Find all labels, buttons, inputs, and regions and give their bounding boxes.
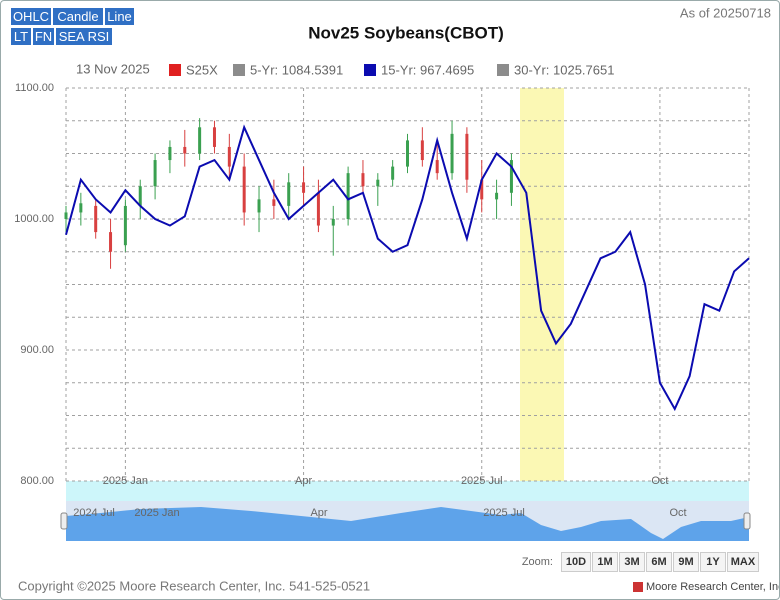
brand: Moore Research Center, Inc. <box>646 581 779 593</box>
candle-body <box>79 203 83 213</box>
zoom-button[interactable]: 1Y <box>700 552 726 572</box>
candle-body <box>406 140 409 167</box>
x-tick-label: 2025 Jan <box>103 475 148 487</box>
legend-label: 15-Yr: 967.4695 <box>381 62 474 77</box>
study-button[interactable]: LT <box>11 28 31 45</box>
navigator-label: 2025 Jan <box>134 507 179 519</box>
study-button[interactable]: SEA RSI <box>56 28 112 45</box>
candle-body <box>316 192 320 226</box>
candle-body <box>168 146 172 161</box>
zoom-button[interactable]: 6M <box>646 552 672 572</box>
y-tick-label: 900.00 <box>20 344 54 356</box>
navigator-label: 2025 Jul <box>483 507 525 519</box>
candle-body <box>272 199 276 206</box>
zoom-button[interactable]: 3M <box>619 552 645 572</box>
candle-body <box>64 212 68 219</box>
brand-logo <box>633 582 643 592</box>
candle-body <box>450 133 454 174</box>
candle-body <box>361 173 365 187</box>
zoom-button[interactable]: 9M <box>673 552 699 572</box>
navigator-handle[interactable] <box>60 512 68 530</box>
zoom-button[interactable]: MAX <box>727 552 759 572</box>
legend-swatch <box>497 64 509 76</box>
navigator-handle[interactable] <box>743 512 751 530</box>
candle-body <box>435 160 439 174</box>
zoom-label: Zoom: <box>522 556 553 568</box>
legend-swatch <box>169 64 181 76</box>
candle-body <box>109 232 113 252</box>
as-of: As of 20250718 <box>680 5 771 20</box>
legend-swatch <box>233 64 245 76</box>
legend-label: 30-Yr: 1025.7651 <box>514 62 614 77</box>
navigator-label: Oct <box>669 507 686 519</box>
line <box>65 124 750 412</box>
candle-body <box>480 179 484 200</box>
navigator-label: 2024 Jul <box>73 507 115 519</box>
candle-body <box>212 127 216 147</box>
candle-body <box>465 133 469 180</box>
candle-body <box>198 127 202 154</box>
view-button[interactable]: Line <box>105 8 134 25</box>
x-band <box>66 481 749 501</box>
candle-body <box>376 179 380 187</box>
candle-body <box>257 199 261 213</box>
copyright: Copyright ©2025 Moore Research Center, I… <box>18 578 370 593</box>
legend-date: 13 Nov 2025 <box>76 61 150 76</box>
candle-body <box>227 146 231 167</box>
candle-body <box>138 186 142 206</box>
y-tick-label: 1100.00 <box>15 82 54 94</box>
candle-body <box>153 160 157 187</box>
navigator-area <box>66 507 749 541</box>
candle-body <box>509 160 513 193</box>
y-tick-label: 1000.00 <box>14 213 54 225</box>
y-tick-label: 800.00 <box>20 475 54 487</box>
x-tick-label: 2025 Jul <box>461 475 503 487</box>
candle-body <box>242 166 246 213</box>
candle-body <box>331 219 335 226</box>
x-tick-label: Apr <box>295 475 312 487</box>
legend-swatch <box>364 64 376 76</box>
view-button[interactable]: OHLC <box>11 8 51 25</box>
zoom-button[interactable]: 1M <box>592 552 618 572</box>
legend-label: 5-Yr: 1084.5391 <box>250 62 343 77</box>
candle-body <box>302 182 306 193</box>
view-button[interactable]: Candle <box>53 8 103 25</box>
candle-body <box>420 140 424 161</box>
navigator-label: Apr <box>310 507 327 519</box>
candle-body <box>123 205 127 246</box>
candle-body <box>495 192 499 200</box>
x-tick-label: Oct <box>651 475 668 487</box>
candle-body <box>183 146 187 154</box>
study-button[interactable]: FN <box>33 28 54 45</box>
candle-body <box>346 173 350 219</box>
chart-title: Nov25 Soybeans(CBOT) <box>308 23 504 42</box>
candle-body <box>287 182 291 206</box>
candle-body <box>94 205 98 233</box>
legend-label: S25X <box>186 62 218 77</box>
candle-body <box>391 166 395 180</box>
zoom-button[interactable]: 10D <box>561 552 591 572</box>
